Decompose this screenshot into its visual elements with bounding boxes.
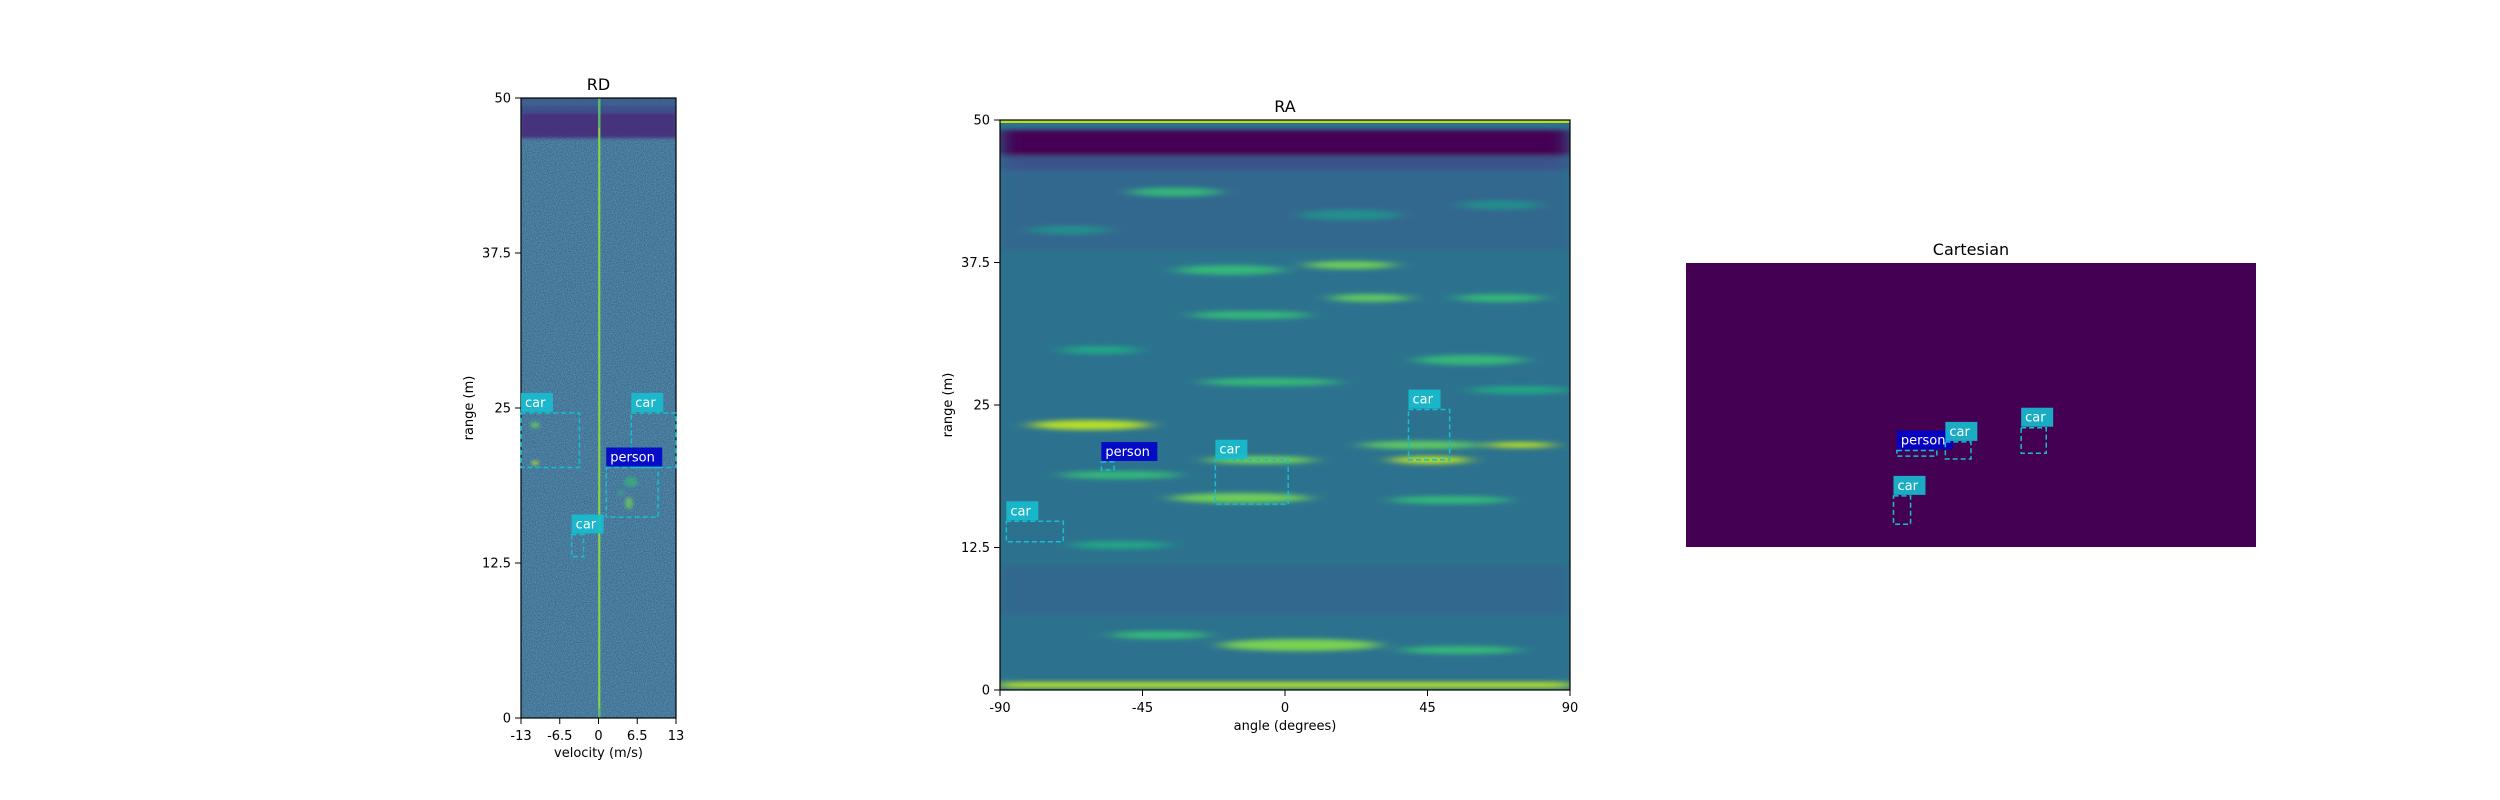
x-tick-label: 6.5 — [627, 729, 648, 744]
annotation-label-bg — [1215, 439, 1248, 459]
y-tick-label: 50 — [494, 92, 511, 107]
x-tick-label: 0 — [1281, 701, 1289, 716]
annotation-label: car — [525, 396, 546, 411]
x-tick-label: -6.5 — [547, 729, 572, 744]
rd-annotations: car car person car — [520, 392, 677, 558]
annotation-label: car — [1010, 504, 1031, 519]
rd-y-ticks: 0 12.5 25 37.5 50 — [482, 92, 521, 727]
annotation-label: person — [1105, 445, 1150, 460]
annotation-label-bg — [1101, 442, 1158, 461]
rd-x-ticks: -13 -6.5 0 6.5 13 — [510, 718, 684, 744]
annotation-label-bg — [1408, 389, 1441, 409]
y-tick-label: 12.5 — [961, 541, 990, 556]
y-tick-label: 25 — [973, 399, 990, 414]
x-tick-label: 13 — [668, 729, 685, 744]
annotation-label: person — [610, 451, 655, 466]
annotation-label-bg — [1945, 421, 1978, 441]
annotation-box — [1214, 458, 1289, 505]
annotation-label: car — [1949, 425, 1970, 440]
rd-y-axis-label: range (m) — [462, 376, 477, 441]
x-tick-label: -90 — [989, 701, 1010, 716]
annotation-box — [1100, 461, 1115, 471]
annotation-label: car — [1219, 443, 1240, 458]
annotation-label: car — [2025, 411, 2046, 426]
annotation-box — [1944, 441, 1972, 460]
y-tick-label: 12.5 — [482, 557, 511, 572]
y-tick-label: 37.5 — [482, 247, 511, 262]
annotation-box — [605, 466, 659, 518]
x-tick-label: 0 — [594, 729, 602, 744]
annotation-label: car — [1897, 479, 1918, 494]
y-tick-label: 0 — [503, 712, 511, 727]
ra-y-axis-label: range (m) — [941, 373, 956, 438]
x-tick-label: 90 — [1562, 701, 1579, 716]
annotation-label-bg — [521, 392, 553, 412]
annotation-box — [630, 412, 677, 469]
annotation-label: person — [1901, 433, 1946, 448]
annotation-box — [2020, 426, 2047, 455]
annotation-box — [1005, 520, 1065, 543]
annotation-label-bg — [631, 392, 664, 412]
ra-heatmap — [1000, 120, 1570, 690]
cartesian-title: Cartesian — [1933, 240, 2009, 259]
x-tick-label: -45 — [1132, 701, 1153, 716]
annotation-label: car — [1413, 393, 1434, 408]
annotation-box — [1896, 449, 1938, 457]
y-tick-label: 25 — [494, 402, 511, 417]
y-tick-label: 50 — [973, 114, 990, 129]
x-tick-label: -13 — [510, 729, 531, 744]
annotation-label-bg — [1893, 475, 1926, 495]
rd-x-axis-label: velocity (m/s) — [554, 746, 643, 761]
annotation-label-bg — [571, 514, 604, 534]
annotation-label-bg — [2021, 407, 2054, 427]
rd-title: RD — [587, 75, 610, 94]
annotation-label: car — [576, 517, 597, 532]
y-tick-label: 37.5 — [961, 256, 990, 271]
ra-y-ticks: 0 12.5 25 37.5 50 — [961, 114, 1000, 699]
annotation-box — [1892, 495, 1912, 526]
annotation-label: car — [635, 396, 656, 411]
ra-x-axis-label: angle (degrees) — [1234, 719, 1337, 734]
ra-title: RA — [1274, 97, 1295, 116]
x-tick-label: 45 — [1419, 701, 1436, 716]
ra-x-ticks: -90 -45 0 45 90 — [989, 690, 1578, 716]
annotation-label-bg — [1896, 430, 1953, 450]
rd-panel: car car person car -13 -6.5 0 6.5 13 0 12.5 25 37.… — [462, 75, 684, 761]
ra-annotations: car person car car — [1005, 389, 1451, 543]
y-tick-label: 0 — [982, 684, 990, 699]
ra-panel: car person car car -90 -45 0 45 90 0 12.5 25 37.5 5… — [941, 97, 1578, 734]
annotation-box — [1407, 408, 1451, 461]
cartesian-map — [1686, 263, 2256, 547]
annotation-label-bg — [1006, 501, 1039, 521]
annotation-box — [570, 533, 585, 558]
annotation-label-bg — [606, 447, 663, 467]
